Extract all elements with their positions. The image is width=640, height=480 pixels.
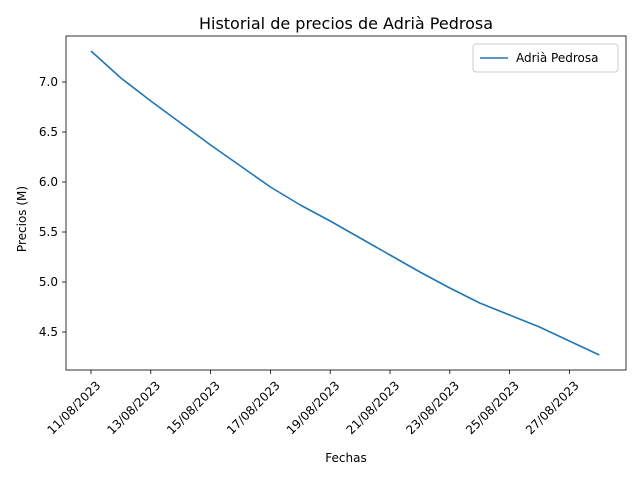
x-axis-label: Fechas xyxy=(325,451,366,465)
y-tick-label: 5.5 xyxy=(39,225,58,239)
y-tick-label: 6.5 xyxy=(39,125,58,139)
y-axis-label: Precios (M) xyxy=(15,186,29,252)
y-tick-label: 4.5 xyxy=(39,325,58,339)
y-tick-label: 6.0 xyxy=(39,175,58,189)
y-tick-label: 7.0 xyxy=(39,75,58,89)
legend-label: Adrià Pedrosa xyxy=(516,51,598,65)
plot-area xyxy=(65,35,627,371)
plot-frame xyxy=(65,35,627,371)
legend: Adrià Pedrosa xyxy=(472,43,619,73)
y-axis-ticks: 4.5 5.0 5.5 6.0 6.5 7.0 xyxy=(39,75,66,339)
legend-box xyxy=(472,43,619,73)
chart-title: Historial de precios de Adrià Pedrosa xyxy=(199,14,493,33)
series-line-0 xyxy=(90,50,600,356)
y-tick-label: 5.0 xyxy=(39,275,58,289)
